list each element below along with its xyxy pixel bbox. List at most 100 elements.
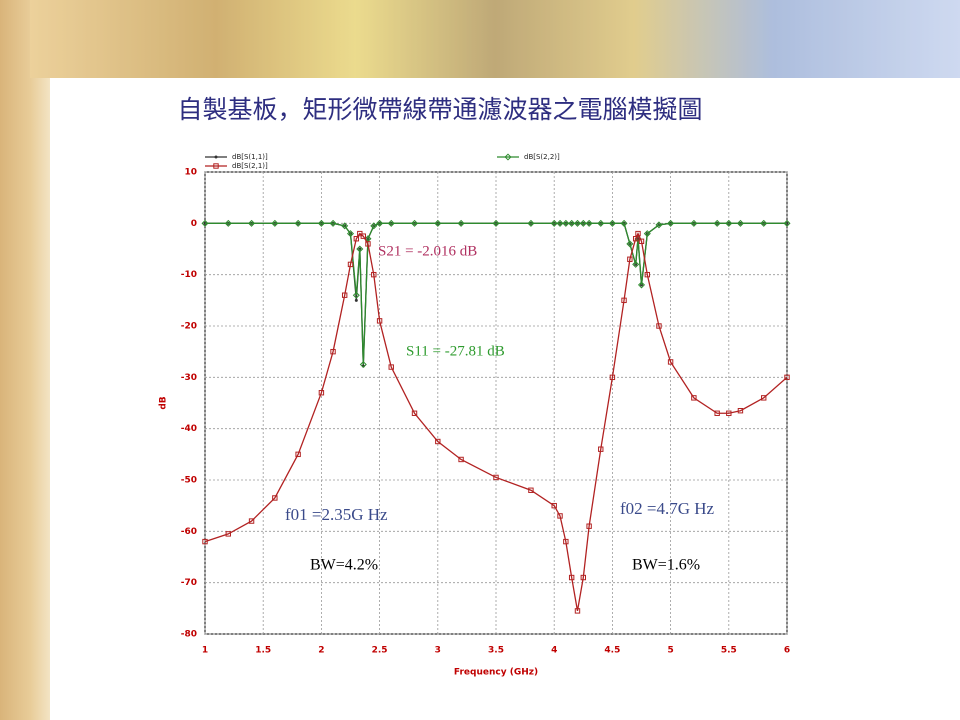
series-line (204, 232, 788, 612)
marker (725, 219, 733, 227)
marker (352, 291, 360, 299)
y-tick-label: -30 (181, 373, 197, 383)
marker (562, 219, 570, 227)
marker (609, 374, 616, 381)
marker (387, 219, 395, 227)
marker (356, 245, 364, 253)
marker (493, 474, 499, 481)
marker (504, 153, 512, 161)
marker (317, 219, 325, 227)
marker (329, 219, 337, 227)
annotation: f02 =4.7G Hz (620, 499, 715, 518)
marker (621, 297, 627, 304)
marker (201, 219, 209, 227)
marker (550, 219, 558, 227)
y-tick-label: 0 (191, 219, 197, 229)
marker (557, 513, 563, 519)
y-tick-label: -60 (181, 527, 197, 537)
marker (713, 219, 721, 227)
marker (224, 219, 232, 227)
marker (620, 219, 628, 227)
marker (579, 219, 587, 227)
marker (563, 538, 569, 545)
marker (598, 446, 604, 452)
y-tick-label: -80 (181, 630, 197, 640)
marker (585, 219, 593, 227)
x-tick-label: 2 (318, 646, 324, 656)
marker (608, 219, 616, 227)
y-tick-label: -20 (181, 322, 197, 332)
marker (376, 318, 383, 324)
x-axis-label: Frequency (GHz) (454, 668, 538, 678)
banner-haze (30, 0, 960, 78)
marker (457, 219, 465, 227)
x-tick-label: 6 (784, 646, 790, 656)
marker (354, 298, 358, 302)
marker (643, 230, 651, 238)
marker (360, 233, 367, 239)
y-tick-label: -70 (181, 578, 197, 588)
annotation: S11 = -27.81 dB (406, 343, 505, 359)
marker (760, 219, 768, 227)
marker (318, 390, 325, 396)
x-tick-label: 3 (435, 646, 441, 656)
marker (341, 222, 349, 230)
y-tick-label: -40 (181, 424, 197, 434)
marker (573, 219, 581, 227)
marker (214, 155, 218, 159)
marker (597, 219, 605, 227)
marker (635, 230, 641, 237)
paper-strip (0, 0, 50, 720)
marker (574, 608, 581, 614)
x-tick-label: 1 (202, 646, 208, 656)
marker (213, 163, 219, 169)
y-tick-label: -50 (181, 476, 197, 486)
marker (376, 219, 384, 227)
y-tick-label: 10 (184, 168, 197, 178)
marker (330, 348, 336, 355)
marker (632, 236, 639, 242)
marker (644, 271, 651, 278)
x-tick-label: 4 (551, 646, 557, 656)
marker (388, 364, 394, 370)
marker (568, 574, 575, 581)
marker (638, 238, 645, 245)
x-tick-label: 2.5 (372, 646, 388, 656)
marker (637, 281, 646, 289)
annotation: f01 =2.35G Hz (285, 505, 388, 524)
marker (580, 574, 586, 581)
legend-label: dB[S(2,2)] (524, 153, 560, 161)
marker (371, 271, 377, 278)
marker (784, 374, 790, 381)
x-tick-label: 5.5 (721, 646, 737, 656)
marker (359, 360, 367, 369)
marker (248, 518, 255, 524)
marker (655, 221, 663, 229)
marker (248, 219, 256, 227)
marker (370, 222, 378, 230)
x-tick-label: 3.5 (488, 646, 504, 656)
x-tick-label: 5 (667, 646, 673, 656)
y-tick-label: -10 (181, 270, 197, 280)
marker (556, 219, 564, 227)
marker (627, 256, 633, 262)
annotation: BW=1.6% (632, 557, 700, 574)
marker (435, 438, 441, 445)
marker (346, 230, 355, 238)
x-tick-label: 4.5 (604, 646, 620, 656)
marker (714, 410, 720, 416)
y-axis-label: dB (159, 396, 169, 409)
marker (632, 260, 640, 268)
marker (528, 487, 534, 493)
marker (271, 219, 279, 227)
legend-label: dB[S(1,1)] (232, 153, 268, 161)
marker (586, 523, 592, 529)
marker (202, 538, 208, 545)
marker (761, 395, 767, 401)
marker (411, 219, 419, 227)
legend-label: dB[S(2,1)] (232, 162, 268, 170)
marker (691, 395, 697, 401)
marker (690, 219, 698, 227)
marker (411, 410, 418, 416)
